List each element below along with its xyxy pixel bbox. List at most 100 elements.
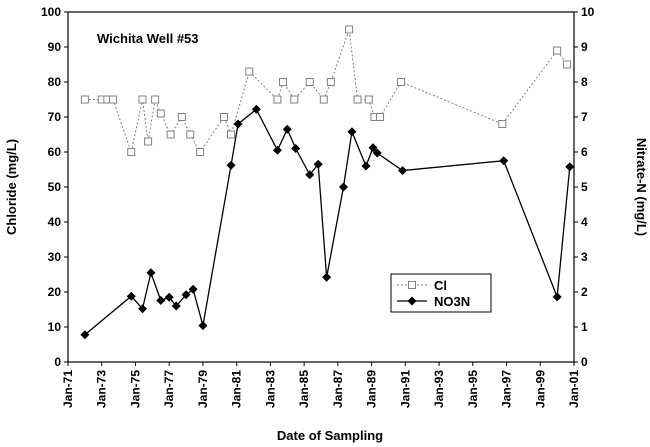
series-no3n-point [372, 148, 382, 158]
legend-box [390, 273, 492, 313]
x-tick-label: Jan-79 [196, 370, 210, 408]
y-tick-label: 10 [48, 320, 62, 334]
series-no3n-point [338, 182, 348, 192]
y2-tick-label: 3 [581, 250, 588, 264]
y2-tick-label: 10 [581, 5, 595, 19]
series-no3n-point [499, 156, 509, 166]
y2-tick-label: 9 [581, 40, 588, 54]
series-cl-point [138, 95, 147, 104]
series-cl-point [245, 67, 254, 76]
x-axis-title: Date of Sampling [277, 428, 383, 443]
series-cl-point [186, 130, 195, 139]
x-tick-label: Jan-01 [567, 370, 581, 408]
series-no3n-point [226, 160, 236, 170]
y-tick-label: 100 [41, 5, 61, 19]
x-tick-label: Jan-85 [297, 370, 311, 408]
series-cl-point [108, 95, 117, 104]
x-tick-label: Jan-71 [61, 370, 75, 408]
y-tick-label: 80 [48, 75, 62, 89]
y2-tick-label: 6 [581, 145, 588, 159]
series-no3n-point [291, 144, 301, 153]
series-no3n-point [322, 272, 332, 282]
series-cl-point [177, 113, 186, 121]
series-cl-point [273, 95, 282, 104]
series-cl-point [156, 109, 165, 118]
legend-no3n-label: NO3N [434, 294, 470, 309]
series-no3n-point [361, 161, 371, 171]
y-tick-label: 60 [48, 145, 62, 159]
x-tick-label: Jan-81 [230, 370, 244, 408]
series-cl-point [305, 78, 314, 86]
x-axis-ticks: Jan-71 Jan-73 Jan-75 Jan-77 Jan-79 Jan-81 Jan-… [61, 362, 581, 408]
y2-tick-label: 4 [581, 215, 588, 229]
x-tick-label: Jan-91 [398, 370, 412, 408]
y-tick-label: 70 [48, 110, 62, 124]
series-no3n-point [282, 124, 292, 134]
series-no3n-point [305, 170, 315, 180]
y2-tick-label: 2 [581, 285, 588, 299]
y-tick-label: 30 [48, 250, 62, 264]
x-tick-label: Jan-77 [162, 370, 176, 408]
y-axis-title: Chloride (mg/L) [4, 139, 19, 235]
y-tick-label: 90 [48, 40, 62, 54]
legend-cl-label: Cl [434, 278, 447, 293]
series-cl-point [196, 148, 205, 156]
series-cl-point [166, 130, 175, 139]
y2-axis-title: Nitrate-N (mg/L) [634, 138, 649, 236]
y-axis-ticks: 0 10 20 30 40 50 60 70 80 90 100 [41, 5, 68, 369]
series-no3n-point [251, 104, 261, 114]
series-no3n-point [347, 127, 357, 137]
series-cl-point [319, 95, 328, 104]
series-cl-point [127, 148, 136, 156]
legend-no3n-marker [407, 296, 417, 306]
x-tick-label: Jan-95 [466, 370, 480, 408]
series-cl-point [498, 120, 507, 128]
series-no3n-point [368, 143, 378, 153]
y2-tick-label: 0 [581, 355, 588, 369]
x-tick-label: Jan-83 [263, 370, 277, 408]
y-tick-label: 50 [48, 180, 62, 194]
series-no3n-point [181, 290, 191, 300]
series-cl-point [290, 95, 299, 104]
x-tick-label: Jan-97 [500, 370, 514, 408]
x-tick-label: Jan-89 [365, 370, 379, 408]
chart-title: Wichita Well #53 [97, 31, 199, 46]
x-tick-label: Jan-87 [331, 370, 345, 408]
series-cl-point [220, 113, 229, 121]
y2-axis-ticks: 0 1 2 3 4 5 6 7 8 9 10 [574, 5, 595, 369]
series-no3n-point [126, 291, 136, 301]
y-tick-label: 20 [48, 285, 62, 299]
y2-tick-label: 8 [581, 75, 588, 89]
y2-tick-label: 1 [581, 320, 588, 334]
series-no3n-point [156, 295, 166, 305]
legend: Cl NO3N [390, 273, 492, 313]
x-tick-label: Jan-99 [533, 370, 547, 408]
series-no3n-point [146, 268, 156, 278]
series-cl-point [397, 78, 406, 86]
series-no3n-point [272, 145, 282, 155]
series-no3n-point [80, 330, 90, 340]
series-no3n-point [565, 162, 575, 172]
y-tick-label: 40 [48, 215, 62, 229]
series-no3n-line [84, 108, 571, 336]
series-cl-point [376, 113, 385, 121]
y-tick-label: 0 [54, 355, 61, 369]
series-cl-point [353, 95, 362, 104]
series-cl-point [151, 95, 160, 104]
series-no3n-point [398, 166, 408, 176]
series-cl-point [279, 78, 288, 86]
series-layer [80, 25, 575, 340]
series-cl-point [144, 137, 153, 146]
x-tick-label: Jan-75 [128, 370, 142, 408]
series-no3n-point [198, 321, 208, 331]
series-cl-point [553, 46, 562, 55]
series-no3n-point [188, 284, 198, 294]
series-cl-point [562, 60, 571, 69]
series-cl-point [80, 95, 89, 104]
y2-tick-label: 5 [581, 180, 588, 194]
series-cl-point [227, 130, 236, 139]
x-tick-label: Jan-93 [432, 370, 446, 408]
series-cl-point [345, 25, 354, 34]
series-no3n-point [552, 292, 562, 302]
